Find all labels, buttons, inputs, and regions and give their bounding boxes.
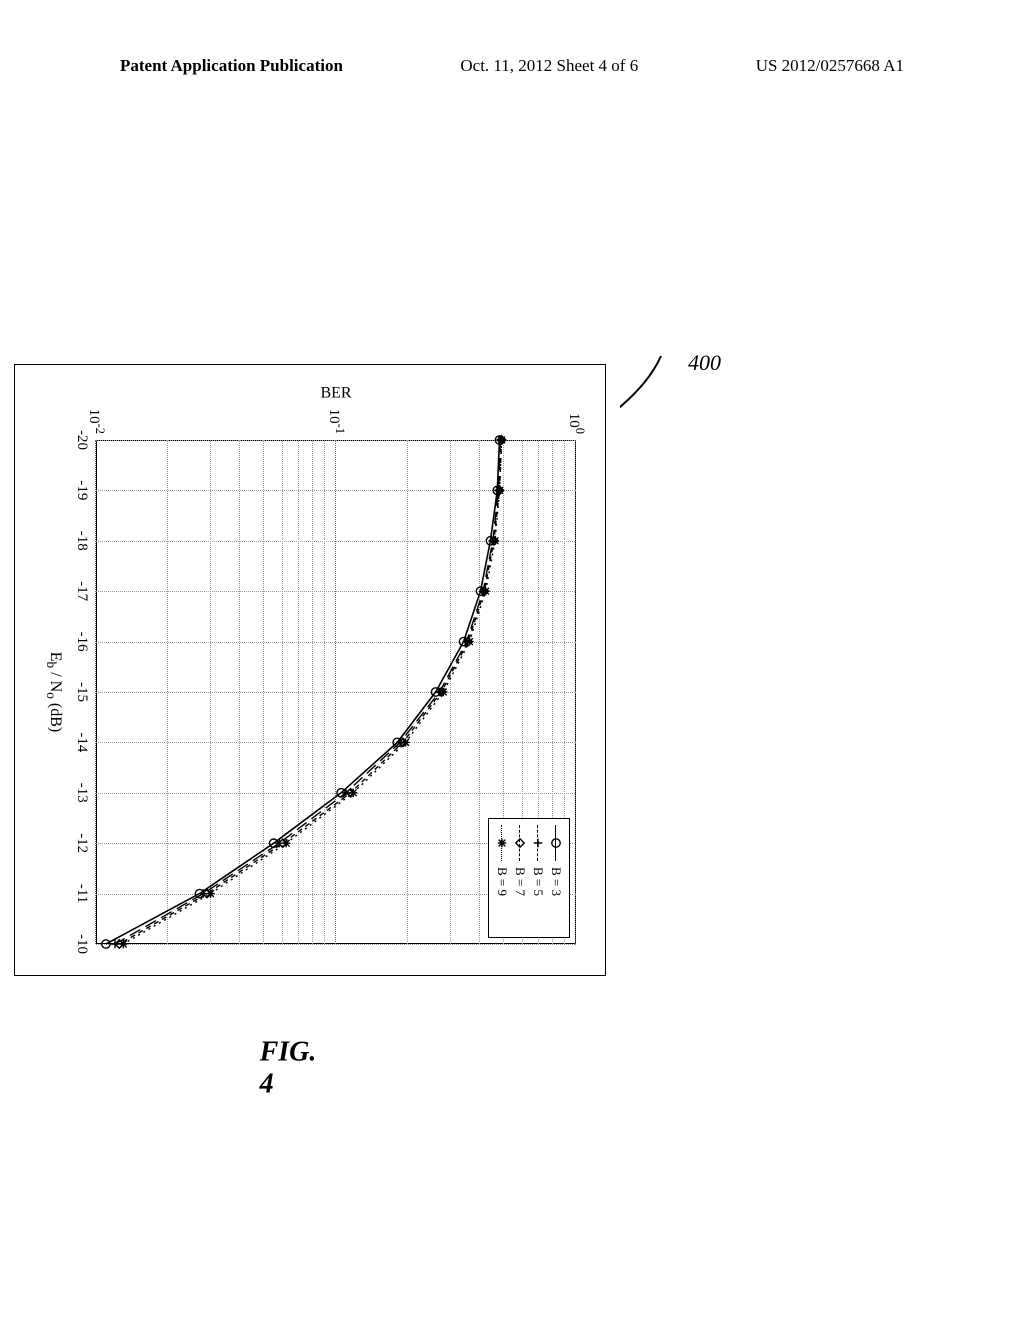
legend-item: B = 7 [511, 825, 529, 931]
x-tick-label: -14 [73, 732, 90, 752]
header-center: Oct. 11, 2012 Sheet 4 of 6 [460, 56, 638, 76]
legend-label: B = 5 [530, 867, 546, 896]
header-right: US 2012/0257668 A1 [756, 56, 904, 76]
legend-item: B = 3 [547, 825, 565, 931]
page-header: Patent Application Publication Oct. 11, … [0, 56, 1024, 76]
x-tick-label: -11 [73, 884, 90, 903]
y-tick-label: 100 [565, 400, 587, 434]
chart-container: B = 3B = 5B = 7B = 9 -20-19-18-17-16-15-… [0, 350, 620, 990]
plot-area: B = 3B = 5B = 7B = 9 [96, 440, 576, 944]
legend-label: B = 7 [512, 867, 528, 896]
x-tick-label: -18 [73, 531, 90, 551]
y-tick-label: 10-2 [85, 400, 107, 434]
figure-reference-number: 400 [688, 350, 721, 376]
legend-item: B = 9 [493, 825, 511, 931]
x-tick-label: -13 [73, 783, 90, 803]
legend: B = 3B = 5B = 7B = 9 [488, 818, 570, 938]
legend-label: B = 3 [548, 867, 564, 896]
y-tick-label: 10-1 [325, 400, 347, 434]
x-tick-label: -16 [73, 632, 90, 652]
header-left: Patent Application Publication [120, 56, 343, 76]
figure-caption: FIG. 4 [260, 1036, 317, 1100]
x-tick-label: -10 [73, 934, 90, 954]
figure-rotated-wrap: 400 B = 3B = 5B = 7B = 9 -20-19-18-17-16… [100, 160, 920, 980]
legend-label: B = 9 [494, 867, 510, 896]
x-tick-label: -19 [73, 480, 90, 500]
x-tick-label: -17 [73, 581, 90, 601]
x-tick-label: -15 [73, 682, 90, 702]
x-tick-label: -12 [73, 833, 90, 853]
legend-item: B = 5 [529, 825, 547, 931]
x-axis-label: Eb / No (dB) [43, 652, 64, 732]
y-axis-label: BER [320, 385, 351, 403]
